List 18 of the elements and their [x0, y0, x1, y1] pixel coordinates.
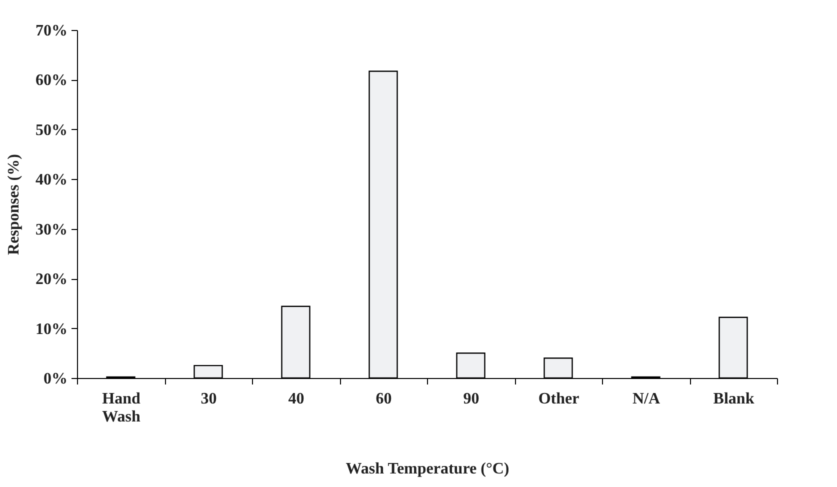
x-tick-label: 40	[288, 390, 304, 408]
x-tick-label: N/A	[632, 390, 660, 408]
x-tick-label: 90	[463, 390, 480, 408]
y-tick-label: 40%	[36, 172, 68, 189]
y-tick-label: 60%	[36, 72, 68, 90]
x-tick-label: 30	[200, 390, 217, 408]
x-tick-label: Hand Wash	[102, 390, 140, 426]
y-tick-label: 50%	[36, 122, 68, 139]
y-tick-label: 0%	[44, 370, 68, 388]
y-axis-title: Responses (%)	[6, 154, 22, 255]
x-tick-label: Other	[538, 390, 580, 408]
x-tick-label: 60	[376, 390, 392, 408]
x-tick-label: Blank	[713, 390, 754, 408]
y-tick-label: 30%	[36, 221, 68, 238]
x-axis-title: Wash Temperature (°C)	[346, 460, 510, 478]
y-tick-label: 70%	[36, 22, 68, 40]
y-tick-label: 20%	[36, 271, 68, 288]
y-tick-label: 10%	[36, 320, 68, 338]
